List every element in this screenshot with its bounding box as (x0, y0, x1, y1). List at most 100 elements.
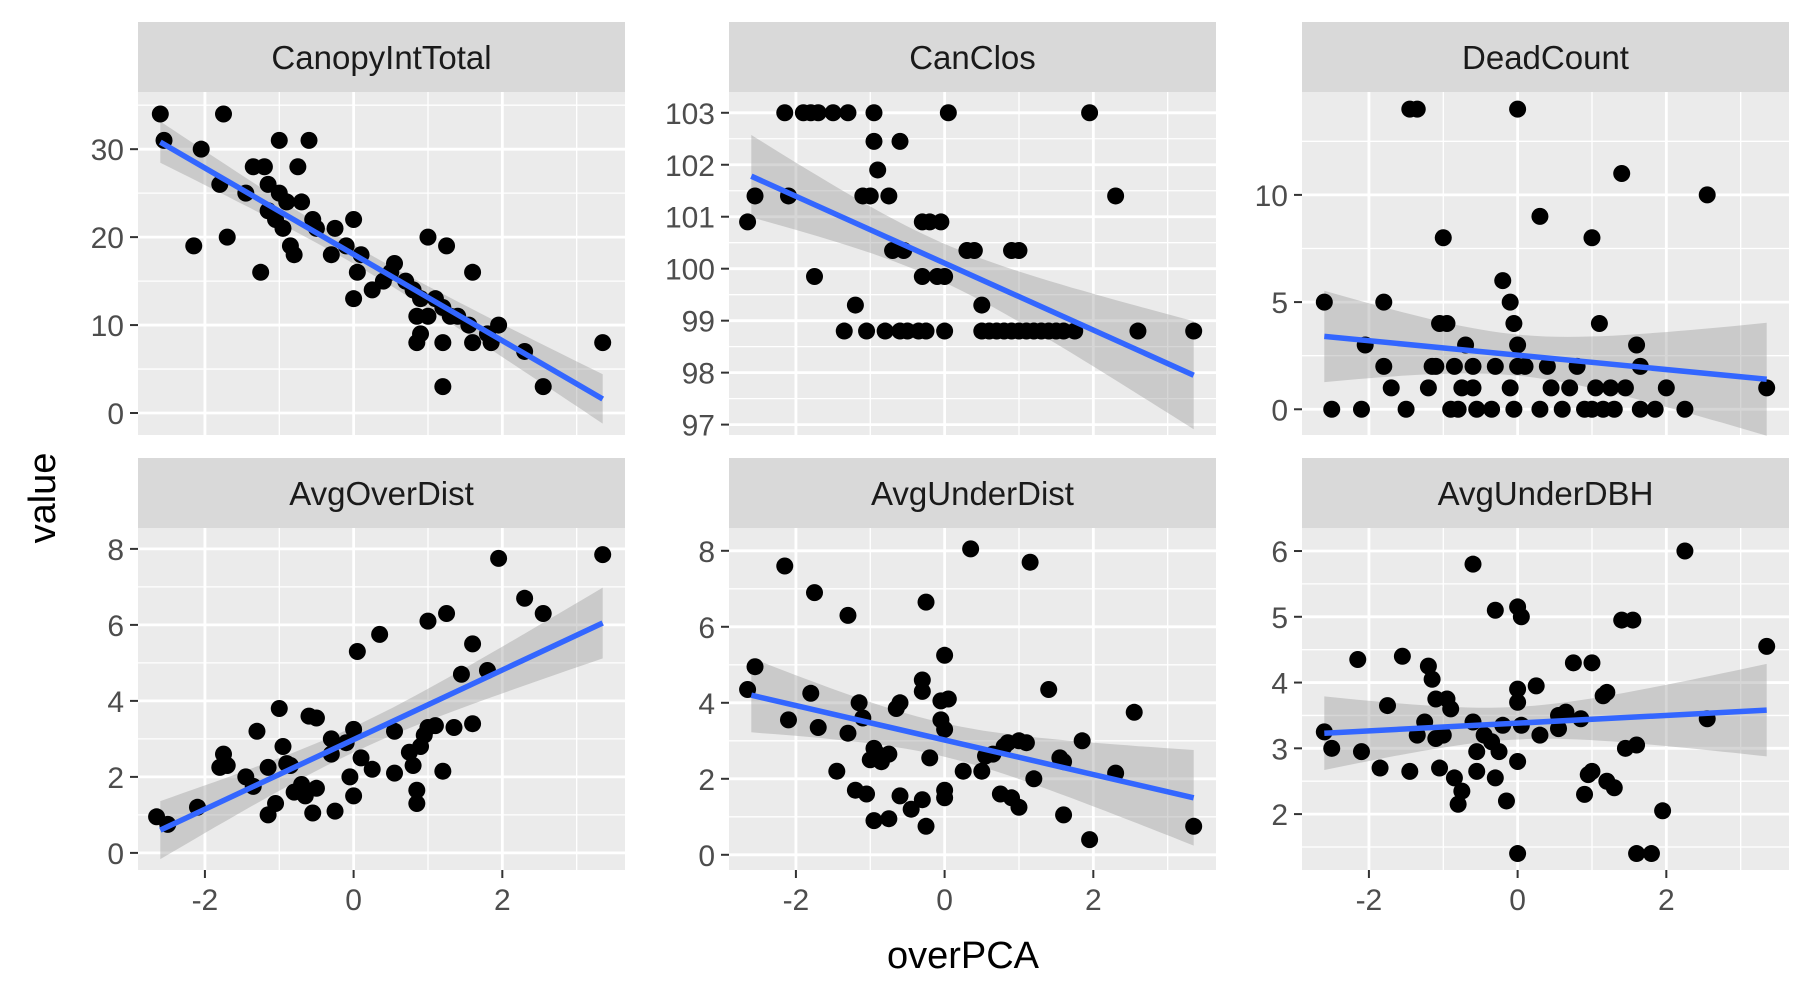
data-point (1066, 322, 1084, 340)
data-point (865, 132, 883, 150)
data-point (858, 785, 876, 803)
data-point (973, 762, 991, 780)
data-point (534, 605, 552, 622)
data-point (1509, 752, 1527, 770)
data-point (1561, 379, 1579, 397)
data-point (746, 658, 764, 676)
data-point (274, 219, 292, 237)
data-point (1657, 379, 1675, 397)
data-point (594, 546, 612, 564)
data-point (1509, 100, 1527, 118)
data-point (345, 290, 363, 308)
data-point (259, 806, 277, 824)
data-point (806, 584, 824, 602)
data-point (348, 263, 366, 281)
data-point (185, 237, 203, 255)
data-point (965, 242, 983, 260)
data-point (1431, 759, 1449, 777)
data-point (1129, 322, 1147, 340)
data-point (1531, 207, 1549, 225)
data-point (151, 105, 169, 123)
data-point (1185, 322, 1203, 340)
data-point (902, 800, 920, 818)
data-point (1631, 400, 1649, 418)
y-tick-label: 0 (1271, 394, 1288, 427)
data-point (865, 104, 883, 122)
facet-panel: AvgUnderDist 0 2 4 6 8 -2 0 2 (698, 458, 1216, 917)
data-point (1505, 400, 1523, 418)
data-point (1025, 770, 1043, 788)
facet-panel: CanopyIntTotal 0 10 20 30 (91, 22, 625, 435)
data-point (824, 104, 842, 122)
facet-panel: CanClos 97 98 99 100 101 102 103 (665, 22, 1216, 443)
data-point (850, 694, 868, 712)
data-point (891, 787, 909, 805)
data-point (954, 762, 972, 780)
data-point (839, 606, 857, 624)
data-point (917, 322, 935, 340)
data-point (1315, 293, 1333, 311)
data-point (846, 296, 864, 314)
data-point (322, 246, 340, 264)
data-point (1646, 400, 1664, 418)
y-tick-label: 8 (107, 534, 124, 567)
data-point (1486, 601, 1504, 619)
data-point (1542, 379, 1560, 397)
x-tick-label: -2 (192, 884, 219, 917)
data-point (363, 760, 381, 778)
data-point (274, 738, 292, 755)
data-point (1698, 186, 1716, 204)
data-point (1438, 315, 1456, 333)
data-point (1642, 845, 1660, 863)
data-point (248, 722, 266, 740)
facet-strip (138, 458, 625, 528)
data-point (345, 720, 363, 738)
x-axis-title: overPCA (887, 935, 1040, 977)
facet-panel: AvgOverDist 0 2 4 6 8 -2 0 2 (107, 458, 625, 917)
y-tick-label: 5 (1271, 602, 1288, 635)
data-point (1323, 739, 1341, 757)
facet-strip (729, 22, 1216, 92)
facet-strip (729, 458, 1216, 528)
data-point (880, 745, 898, 763)
data-point (1527, 677, 1545, 695)
data-point (1576, 785, 1594, 803)
y-tick-label: 99 (682, 306, 715, 339)
data-point (1449, 400, 1467, 418)
data-point (839, 104, 857, 122)
data-point (1445, 357, 1463, 375)
y-tick-label: 0 (698, 840, 715, 873)
data-point (1628, 336, 1646, 354)
data-point (1509, 693, 1527, 711)
y-tick-label: 98 (682, 358, 715, 391)
data-point (913, 267, 931, 285)
data-point (1382, 379, 1400, 397)
data-point (307, 779, 325, 797)
data-point (1379, 697, 1397, 715)
facet-strip (1302, 22, 1789, 92)
data-point (1419, 379, 1437, 397)
y-tick-label: 4 (1271, 668, 1288, 701)
data-point (1468, 762, 1486, 780)
data-point (746, 187, 764, 205)
data-point (1509, 336, 1527, 354)
data-point (802, 684, 820, 702)
data-point (1040, 681, 1058, 698)
y-tick-label: 5 (1271, 287, 1288, 320)
x-tick-label: -2 (783, 884, 810, 917)
data-point (865, 812, 883, 830)
data-point (1602, 379, 1620, 397)
data-point (1464, 555, 1482, 573)
data-point (1628, 736, 1646, 754)
data-point (917, 593, 935, 611)
data-point (739, 213, 757, 231)
data-point (1616, 379, 1634, 397)
facet-title: AvgOverDist (289, 475, 474, 512)
data-point (1583, 762, 1601, 780)
data-point (1613, 164, 1631, 182)
data-point (1107, 187, 1125, 205)
data-point (858, 322, 876, 340)
data-point (1021, 553, 1039, 571)
data-point (1349, 651, 1367, 669)
